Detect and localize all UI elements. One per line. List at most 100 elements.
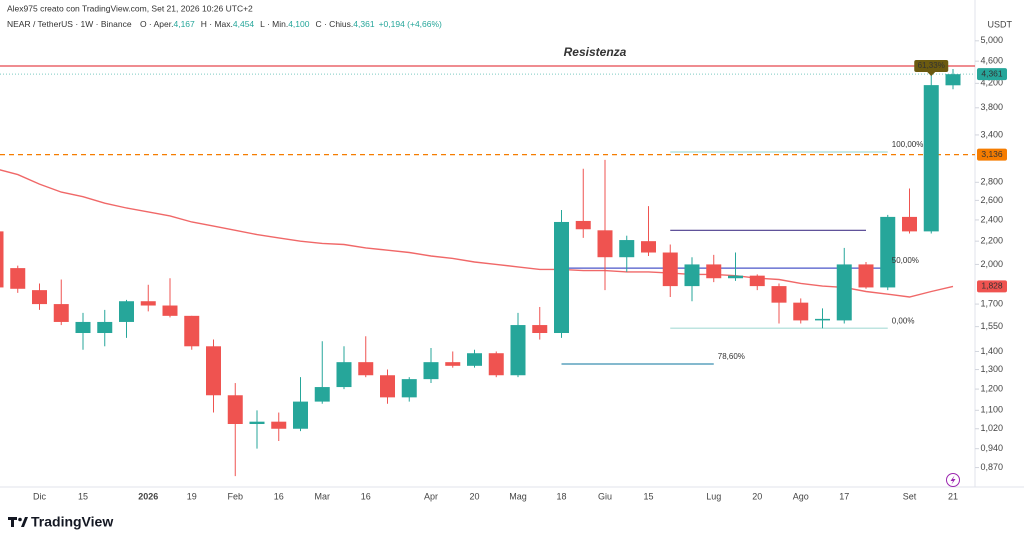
candle-body bbox=[510, 325, 526, 376]
y-tick-label: 0,870 bbox=[980, 462, 1003, 472]
candle-body bbox=[380, 375, 395, 398]
plot-area bbox=[0, 65, 975, 477]
ohlc-key: L · Min. bbox=[260, 19, 288, 29]
badge-pointer bbox=[927, 71, 936, 76]
candle-body bbox=[249, 421, 265, 425]
candle-body bbox=[336, 362, 352, 388]
candle-body bbox=[662, 252, 678, 287]
x-tick-label: 16 bbox=[361, 491, 371, 501]
candle-body bbox=[771, 286, 787, 303]
candle-body bbox=[815, 318, 830, 321]
candle-body bbox=[488, 353, 504, 376]
x-tick-label: Dic bbox=[33, 491, 46, 501]
x-tick-label: Lug bbox=[706, 491, 721, 501]
close-label: 4,361 bbox=[981, 68, 1003, 78]
badge-label: 61,33% bbox=[918, 61, 945, 70]
candle-body bbox=[793, 302, 809, 321]
candle-body bbox=[554, 221, 569, 334]
x-tick-label: 2026 bbox=[138, 491, 158, 501]
x-tick-label: Set bbox=[903, 491, 917, 501]
x-tick-label: 18 bbox=[556, 491, 566, 501]
y-tick-label: 2,200 bbox=[980, 236, 1003, 246]
resistance-label: Resistenza bbox=[564, 45, 627, 59]
x-tick-label: 17 bbox=[839, 491, 849, 501]
candle-body bbox=[445, 362, 461, 366]
x-tick-label: Giu bbox=[598, 491, 612, 501]
ma-box bbox=[977, 280, 1007, 293]
level-label: 3,136 bbox=[981, 149, 1003, 159]
candle-body bbox=[162, 305, 178, 316]
candle-body bbox=[684, 264, 700, 287]
y-tick-label: 0,940 bbox=[980, 443, 1003, 453]
y-tick-label: 2,400 bbox=[980, 214, 1003, 224]
candle-body bbox=[641, 241, 656, 253]
candle-body bbox=[75, 321, 91, 334]
y-tick-label: 4,600 bbox=[980, 56, 1003, 66]
ohlc-value: 4,454 bbox=[233, 19, 255, 29]
fib-label: 50,00% bbox=[892, 256, 919, 265]
candle-body bbox=[728, 275, 743, 279]
y-tick-label: 1,300 bbox=[980, 364, 1003, 374]
candle-body bbox=[0, 231, 4, 288]
candle-body bbox=[184, 315, 200, 347]
x-tick-label: Mag bbox=[509, 491, 527, 501]
candle-body bbox=[227, 395, 243, 425]
close-box bbox=[977, 68, 1007, 81]
candle-body bbox=[10, 268, 26, 289]
moving-average bbox=[0, 169, 954, 298]
brand: TradingView bbox=[31, 514, 113, 530]
candle-body bbox=[575, 220, 591, 230]
credit: Alex975 creato con TradingView.com, Set … bbox=[7, 3, 253, 13]
candle-body bbox=[532, 325, 548, 334]
x-tick-label: 15 bbox=[78, 491, 88, 501]
level-box bbox=[977, 148, 1007, 161]
badge-box bbox=[914, 59, 949, 72]
candle-body bbox=[597, 230, 613, 258]
x-tick-label: 21 bbox=[948, 491, 958, 501]
candle-body bbox=[902, 216, 917, 232]
y-tick-label: 1,700 bbox=[980, 298, 1003, 308]
y-tick-label: 1,550 bbox=[980, 321, 1003, 331]
x-tick-label: 20 bbox=[752, 491, 762, 501]
x-tick-label: Mar bbox=[315, 491, 331, 501]
candle-body bbox=[423, 362, 439, 380]
fib-label: 100,00% bbox=[892, 140, 924, 149]
candle-body bbox=[53, 304, 69, 322]
fib-label: 0,00% bbox=[892, 316, 915, 325]
ohlc-value: 4,361 bbox=[353, 19, 375, 29]
y-tick-label: 1,020 bbox=[980, 423, 1003, 433]
alert-icon bbox=[946, 473, 960, 487]
y-tick-label: 2,800 bbox=[980, 177, 1003, 187]
x-tick-label: 19 bbox=[187, 491, 197, 501]
candle-body bbox=[945, 74, 961, 86]
candle-body bbox=[140, 301, 156, 306]
y-unit: USDT bbox=[988, 19, 1013, 29]
x-tick-label: 15 bbox=[643, 491, 653, 501]
candle-body bbox=[119, 301, 134, 322]
y-tick-label: 3,800 bbox=[980, 102, 1003, 112]
candle-body bbox=[467, 353, 482, 366]
y-tick-label: 2,000 bbox=[980, 259, 1003, 269]
y-tick-label: 4,200 bbox=[980, 78, 1003, 88]
ohlc-key: O · Aper. bbox=[140, 19, 174, 29]
y-tick-label: 1,200 bbox=[980, 383, 1003, 393]
candle-body bbox=[619, 240, 635, 258]
candle-body bbox=[206, 346, 221, 396]
ohlc-value: 4,100 bbox=[288, 19, 310, 29]
candle-body bbox=[923, 85, 939, 232]
candle-body bbox=[836, 264, 852, 321]
candle-body bbox=[32, 290, 47, 305]
ohlc-key: H · Max. bbox=[201, 19, 233, 29]
candle-body bbox=[880, 216, 896, 288]
candle-body bbox=[401, 379, 417, 398]
candle-body bbox=[749, 275, 765, 287]
candle-body bbox=[358, 362, 374, 376]
y-tick-label: 3,400 bbox=[980, 129, 1003, 139]
fib-label: 78,60% bbox=[718, 352, 745, 361]
ohlc-value: 4,167 bbox=[173, 19, 195, 29]
ohlc-key: C · Chius. bbox=[315, 19, 353, 29]
candle-body bbox=[97, 321, 113, 334]
symbol-header: NEAR / TetherUS · 1W · Binance O · Aper.… bbox=[7, 19, 442, 29]
